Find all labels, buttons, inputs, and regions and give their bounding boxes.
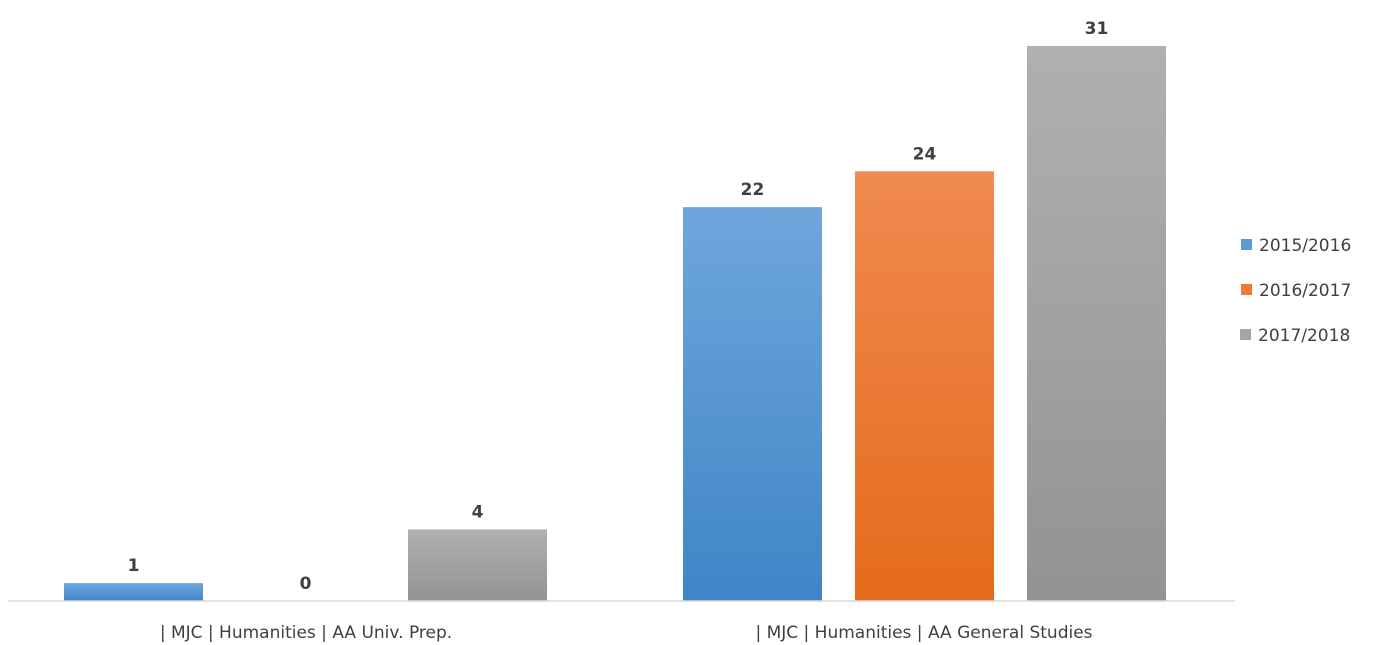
data-label-0-1: 0 [300, 574, 312, 594]
legend-label-0: 2015/2016 [1259, 236, 1351, 256]
bar-0-2 [408, 529, 547, 601]
legend-swatch-2 [1240, 329, 1251, 340]
legend: 2015/2016 2016/2017 2017/2018 [1240, 236, 1351, 346]
legend-label-1: 2016/2017 [1259, 281, 1351, 301]
data-label-0-0: 1 [128, 556, 140, 576]
legend-label-2: 2017/2018 [1258, 326, 1350, 346]
bar-0-0 [64, 583, 203, 601]
data-label-1-2: 31 [1085, 19, 1109, 39]
category-label-0: | MJC | Humanities | AA Univ. Prep. [160, 623, 452, 643]
bar-1-0 [683, 207, 822, 601]
labels-layer: 1 0 4 | MJC | Humanities | AA Univ. Prep. 22… [128, 19, 1109, 643]
data-label-1-0: 22 [741, 180, 765, 200]
legend-swatch-1 [1241, 284, 1252, 295]
bars-layer [64, 46, 1166, 602]
bar-1-1 [855, 171, 994, 602]
data-label-0-2: 4 [472, 502, 484, 522]
bar-1-2 [1027, 46, 1166, 601]
category-label-1: | MJC | Humanities | AA General Studies [755, 623, 1092, 643]
data-label-1-1: 24 [913, 144, 937, 164]
legend-swatch-0 [1241, 239, 1252, 250]
